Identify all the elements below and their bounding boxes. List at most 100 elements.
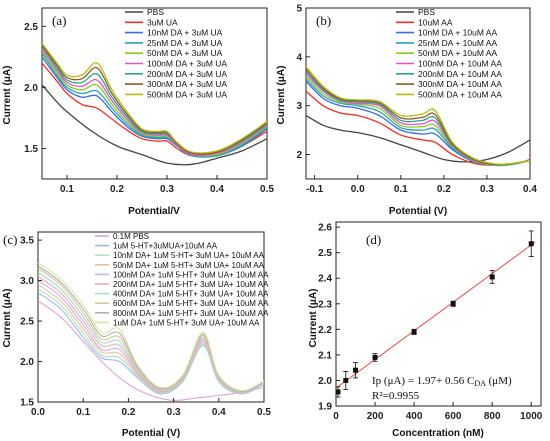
legend-label: 300nM DA + 10uM AA: [418, 79, 502, 89]
panel-b-x-axis-label: Potential (V): [389, 206, 447, 217]
y-tick-label: 4: [296, 52, 302, 63]
panel-c-x-ticks: 0.0 0.1 0.2 0.3 0.4 0.5: [31, 398, 271, 418]
x-tick-label: 0.0: [351, 184, 365, 195]
x-tick-label: 0.3: [160, 184, 174, 195]
y-tick-label: 2.6: [318, 223, 332, 234]
x-tick-label: 0.1: [60, 184, 74, 195]
x-tick-label: 0.0: [31, 407, 45, 418]
legend-label: 1uM DA+ 1uM 5-HT+ 3uM UA+ 10uM AA: [113, 318, 260, 327]
legend-label: PBS: [418, 7, 435, 17]
series-line-6: [42, 47, 267, 157]
y-tick-label: 2: [296, 150, 302, 161]
legend-label: 400nM DA+ 1uM 5-HT+ 3uM UA+ 10uM AA: [113, 290, 269, 299]
y-tick-label: 5: [296, 4, 302, 15]
panel-c-y-ticks: 1.5 2.0 2.5 3.0 3.5: [20, 236, 42, 409]
x-tick-label: 0: [333, 411, 339, 422]
panel-b-y-axis-label: Current (μA): [276, 66, 287, 125]
x-tick-label: 600: [445, 411, 462, 422]
panel-d: (d) 0 200 400 600 800 1000 1.9 2.0 2.1 2.2 2.3 2.4…: [308, 221, 543, 439]
legend-label: PBS: [147, 7, 164, 17]
x-tick-label: 0.4: [523, 184, 537, 195]
legend-label: 25nM DA + 3uM UA: [147, 38, 223, 48]
series-line-1: [38, 300, 264, 401]
panel-a-x-axis-label: Potential/V: [128, 206, 180, 217]
x-tick-label: -0.1: [306, 184, 324, 195]
y-tick-label: 2.5: [24, 22, 38, 33]
legend-label: 300nM DA + 3uM UA: [147, 79, 227, 89]
legend-label: 100nM DA + 10uM AA: [418, 59, 502, 69]
legend-label: 500nM DA + 3uM UA: [147, 89, 227, 99]
y-tick-label: 1.5: [24, 144, 38, 155]
x-tick-label: 400: [406, 411, 423, 422]
panel-a-frame: [41, 7, 268, 180]
data-point: [528, 241, 534, 247]
x-tick-label: 0.4: [210, 184, 224, 195]
legend-label: 25nM DA + 10uM AA: [418, 38, 497, 48]
series-line-4: [42, 52, 267, 158]
legend-label: 50nM DA + 3uM UA: [147, 48, 223, 58]
x-tick-label: 1000: [520, 411, 543, 422]
legend-label: 500nM DA + 10uM AA: [418, 89, 502, 99]
data-point: [353, 367, 359, 373]
panel-d-plot-area: [335, 230, 536, 398]
x-tick-label: 0.5: [257, 407, 271, 418]
panel-a-label: (a): [52, 13, 66, 28]
series-line-2: [306, 90, 530, 167]
y-tick-label: 2.0: [24, 83, 38, 94]
series-line-8: [42, 44, 267, 155]
legend-label: 50nM DA+ 1uM 5-HT+ 3uM UA+ 10uM AA: [113, 261, 265, 270]
fit-line: [335, 241, 536, 389]
panel-d-label: (d): [366, 232, 381, 247]
panel-c-plot-area: [38, 262, 264, 401]
panel-a-y-ticks: 1.5 2.0 2.5: [24, 22, 46, 155]
legend-label: 1uM 5-HT+3uMUA+10uM AA: [113, 242, 218, 251]
panel-b-x-ticks: -0.1 0.0 0.1 0.2 0.3 0.4: [306, 175, 537, 195]
data-point: [411, 329, 417, 335]
panel-c-label: (c): [3, 232, 17, 247]
data-point: [343, 377, 349, 383]
legend-label: 10nM DA + 3uM UA: [147, 28, 223, 38]
fit-equation: Ip (μA) = 1.97+ 0.56 CDA (μM): [372, 375, 512, 388]
legend-label: 100nM DA + 3uM UA: [147, 59, 227, 69]
fit-r-squared: R²=0.9955: [372, 390, 420, 402]
x-tick-label: 0.3: [480, 184, 494, 195]
legend-label: 50nM DA + 10uM AA: [418, 48, 497, 58]
panel-a-plot-area: [42, 43, 267, 166]
series-line-1: [306, 114, 530, 163]
panel-b: (b) -0.1 0.0 0.1 0.2 0.3 0.4 2 3 4 5 Potential (…: [276, 4, 537, 218]
legend-label: 3uM UA: [147, 17, 178, 27]
y-tick-label: 2.1: [318, 350, 332, 361]
panel-a-x-ticks: 0.1 0.2 0.3 0.4 0.5: [60, 175, 274, 195]
y-tick-label: 2.0: [20, 357, 34, 368]
legend-label: 600nM DA+ 1uM 5-HT+ 3uM UA+ 10uM AA: [113, 299, 269, 308]
panel-c-frame: [37, 231, 265, 403]
panel-c-y-axis-label: Current (μA): [2, 289, 13, 348]
panel-b-label: (b): [316, 13, 331, 28]
panel-d-frame: [335, 221, 542, 407]
panel-b-y-ticks: 2 3 4 5: [296, 4, 310, 161]
legend-label: 200nM DA + 3uM UA: [147, 69, 227, 79]
y-tick-label: 2.3: [318, 299, 332, 310]
x-tick-label: 0.1: [76, 407, 90, 418]
x-tick-label: 0.2: [110, 184, 124, 195]
legend-label: 200nM DA+ 1uM 5-HT+ 3uM UA+ 10uM AA: [113, 280, 269, 289]
legend-label: 100nM DA+ 1uM 5-HT+ 3uM UA+ 10uM AA: [113, 270, 269, 279]
series-line-1: [42, 84, 267, 166]
panel-b-plot-area: [306, 66, 530, 167]
x-tick-label: 0.1: [394, 184, 408, 195]
panel-b-frame: [305, 7, 531, 180]
x-tick-label: 200: [367, 411, 384, 422]
series-line-9: [306, 66, 530, 165]
data-point: [489, 274, 495, 280]
legend-label: 800nM DA+ 1uM 5-HT+ 3uM UA+ 10uM AA: [113, 309, 269, 318]
panel-d-x-ticks: 0 200 400 600 800 1000: [333, 402, 543, 422]
series-line-10: [38, 262, 264, 392]
panel-a: (a) 0.1 0.2 0.3 0.4 0.5 1.5 2.0 2.5 Potential/…: [2, 7, 274, 217]
y-tick-label: 2.5: [20, 317, 34, 328]
data-point: [450, 301, 456, 307]
x-tick-label: 0.4: [212, 407, 226, 418]
x-tick-label: 0.3: [167, 407, 181, 418]
panel-c: (c) 0.0 0.1 0.2 0.3 0.4 0.5 1.5 2.0 2.5 3.0 3.5 P…: [2, 231, 271, 439]
